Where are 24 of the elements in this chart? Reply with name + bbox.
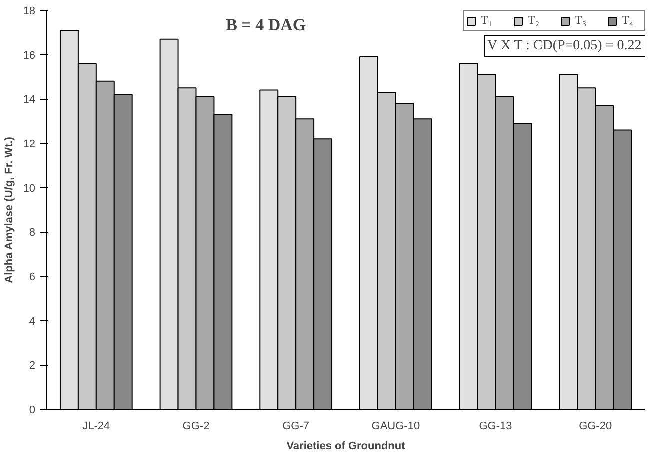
chart-title: B = 4 DAG xyxy=(226,16,306,34)
y-tick-label: 6 xyxy=(29,272,36,284)
y-tick-label: 8 xyxy=(29,227,36,240)
x-tick-label: JL-24 xyxy=(82,420,110,432)
legend-label: T₄ xyxy=(622,13,635,28)
y-tick-label: 4 xyxy=(29,316,36,328)
x-tick-label: GG-7 xyxy=(282,420,310,432)
x-tick-label: GG-2 xyxy=(182,420,210,432)
annotation: V X T : CD(P=0.05) = 0.22 xyxy=(487,38,642,54)
y-axis-title: Alpha Amylase (U/g, Fr. Wt.) xyxy=(3,136,16,284)
y-tick-label: 10 xyxy=(23,182,36,195)
legend-label: T₃ xyxy=(575,13,588,28)
x-axis-title: Varieties of Groundnut xyxy=(286,440,406,452)
y-tick-label: 14 xyxy=(23,94,36,106)
legend-label: T₂ xyxy=(528,13,541,28)
x-tick-label: GAUG-10 xyxy=(372,420,420,432)
x-tick-label: GG-20 xyxy=(579,420,612,432)
x-tick-label: GG-13 xyxy=(479,420,512,432)
y-tick-label: 16 xyxy=(23,50,36,62)
legend-label: T₁ xyxy=(481,13,494,28)
y-tick-label: 0 xyxy=(29,404,36,416)
y-tick-label: 18 xyxy=(23,6,36,18)
y-tick-label: 2 xyxy=(29,360,36,372)
y-tick-label: 12 xyxy=(23,138,36,150)
